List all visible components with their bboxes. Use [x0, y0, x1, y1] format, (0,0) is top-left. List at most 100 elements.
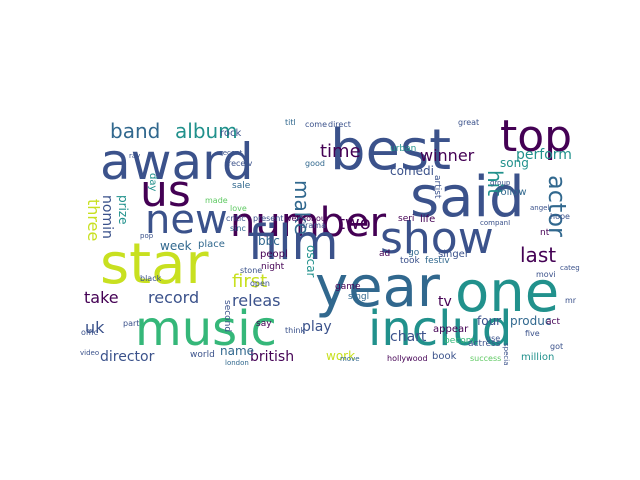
cloud-word: ad	[379, 249, 391, 259]
cloud-word: produc	[510, 314, 552, 328]
cloud-word: book	[432, 351, 457, 362]
cloud-word: perform	[516, 147, 572, 163]
cloud-word: took	[400, 256, 420, 266]
cloud-word: nomin	[99, 195, 115, 239]
cloud-word: stone	[240, 266, 263, 275]
cloud-word: group	[490, 179, 511, 187]
cloud-word: titl	[285, 118, 296, 127]
cloud-word: video	[80, 349, 100, 357]
cloud-word: five	[525, 329, 540, 338]
cloud-word: recent	[220, 149, 243, 157]
cloud-word: urban	[390, 144, 417, 154]
cloud-word: hollywood	[387, 354, 428, 363]
cloud-word: show	[380, 213, 494, 264]
cloud-word: band	[110, 119, 161, 143]
cloud-word: mr	[565, 296, 577, 305]
cloud-word: night	[261, 262, 285, 272]
cloud-word: artist	[432, 175, 442, 199]
cloud-word: new	[145, 197, 228, 243]
cloud-word: day	[147, 173, 158, 192]
cloud-word: receiv	[228, 159, 253, 168]
cloud-word: follow	[497, 187, 527, 198]
cloud-word: honour	[301, 214, 330, 223]
cloud-word: singl	[348, 292, 370, 302]
cloud-word: singer	[438, 249, 469, 260]
cloud-word: good	[305, 159, 325, 168]
cloud-word: companI	[480, 219, 511, 227]
cloud-word: appear	[433, 324, 469, 335]
cloud-word: star	[100, 232, 209, 297]
cloud-word: four	[477, 314, 502, 328]
cloud-word: comedi	[390, 164, 434, 178]
cloud-word: critic	[226, 214, 246, 223]
cloud-word: play	[302, 319, 332, 335]
cloud-word: got	[550, 342, 564, 351]
cloud-word: great	[458, 118, 480, 127]
cloud-word: come	[305, 120, 328, 129]
cloud-word: say	[256, 319, 272, 329]
cloud-word: last	[520, 243, 557, 267]
cloud-word: work	[326, 349, 356, 363]
cloud-word: week	[160, 239, 192, 253]
cloud-word: time	[320, 141, 361, 162]
cloud-word: take	[84, 288, 119, 307]
cloud-word: hope	[550, 212, 570, 221]
cloud-word: world	[190, 350, 215, 360]
cloud-word: one	[455, 260, 560, 325]
cloud-word: us	[140, 166, 191, 217]
cloud-word: director	[100, 349, 155, 365]
cloud-word: life	[420, 214, 436, 225]
cloud-word: first	[232, 271, 268, 292]
cloud-word: award	[100, 133, 254, 191]
cloud-word: winner	[420, 146, 475, 165]
cloud-word: use	[486, 334, 501, 343]
cloud-word: releas	[232, 291, 281, 310]
cloud-word: becom	[444, 336, 475, 346]
cloud-word: success	[470, 354, 502, 363]
cloud-word: festiv	[425, 256, 450, 266]
cloud-word: place	[198, 239, 225, 250]
cloud-word: direct	[328, 120, 351, 129]
cloud-word: music	[135, 301, 277, 357]
cloud-word: oscar	[304, 245, 318, 278]
cloud-word: rock	[220, 128, 242, 139]
cloud-word: chart	[390, 329, 427, 345]
cloud-word: prize	[116, 195, 130, 225]
cloud-word: nt	[540, 228, 550, 238]
cloud-word: film	[248, 215, 339, 271]
cloud-word: sinc	[230, 224, 246, 233]
cloud-word: album	[175, 119, 238, 143]
cloud-word: special	[502, 343, 510, 365]
cloud-word: made	[205, 196, 228, 205]
cloud-word: drama	[300, 221, 326, 230]
cloud-word: ray	[129, 152, 141, 160]
cloud-word: two	[338, 213, 371, 234]
cloud-word: uk	[85, 318, 105, 337]
cloud-word: song	[500, 156, 529, 170]
cloud-word: tv	[438, 294, 452, 310]
cloud-word: pop	[140, 232, 154, 240]
cloud-word: well	[285, 214, 301, 223]
cloud-word: peopl	[260, 249, 288, 260]
cloud-word: part	[123, 319, 140, 328]
cloud-word: record	[148, 288, 200, 307]
cloud-word: british	[250, 349, 295, 365]
cloud-word: london	[225, 359, 249, 366]
cloud-word: top	[500, 115, 573, 162]
cloud-word: offic	[81, 328, 99, 337]
cloud-word: includ	[368, 301, 513, 357]
word-cloud: best award top said us number film show new star y…	[80, 115, 580, 365]
cloud-word: year	[315, 255, 440, 320]
cloud-word: movi	[536, 270, 556, 279]
cloud-word: act	[546, 317, 560, 327]
cloud-word: sale	[232, 181, 251, 191]
cloud-word: number	[230, 200, 387, 246]
cloud-word: seri	[398, 214, 415, 224]
cloud-word: bbc	[258, 234, 280, 248]
cloud-word: go	[408, 248, 420, 258]
cloud-word: black	[140, 274, 162, 283]
cloud-word: actress	[468, 339, 501, 349]
cloud-word: million	[521, 352, 555, 363]
cloud-word: name	[220, 344, 255, 358]
cloud-word: game	[335, 282, 361, 292]
